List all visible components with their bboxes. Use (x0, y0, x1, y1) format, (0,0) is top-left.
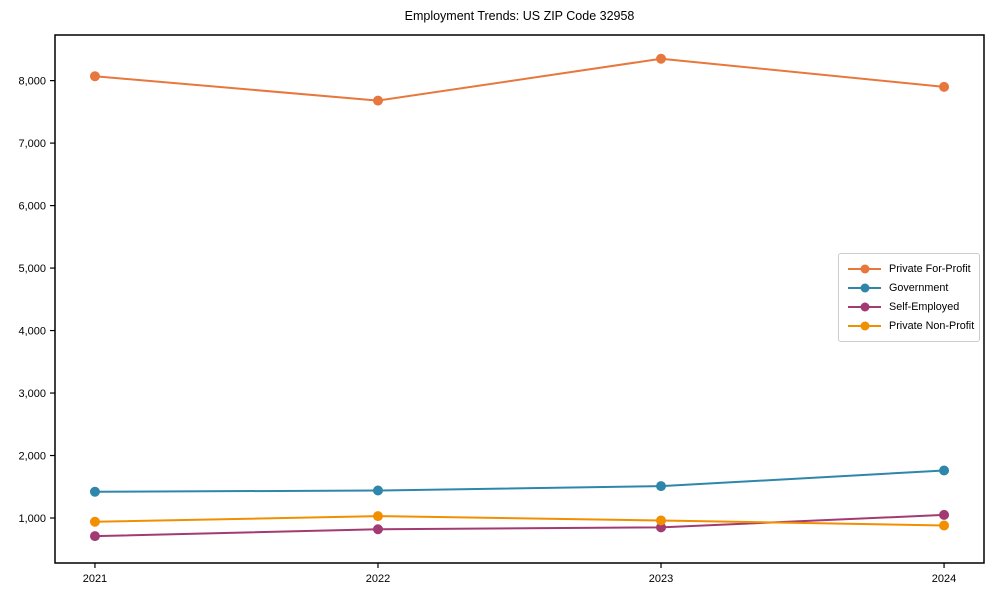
y-tick-label: 8,000 (18, 75, 46, 87)
y-tick-label: 3,000 (18, 388, 46, 400)
legend-item-government: Government (848, 280, 971, 295)
data-point (372, 511, 383, 522)
data-point (372, 524, 383, 535)
data-point (656, 522, 667, 533)
legend-label: Private Non-Profit (889, 320, 975, 333)
legend-label: Private For-Profit (889, 262, 971, 275)
legend-item-private-non-profit: Private Non-Profit (848, 319, 975, 334)
x-tick-label: 2021 (83, 573, 107, 585)
y-tick-label: 7,000 (18, 138, 46, 150)
data-point (89, 516, 100, 527)
data-point (656, 53, 667, 64)
legend-label: Self-Employed (889, 301, 960, 314)
x-tick-label: 2022 (366, 573, 390, 585)
data-point (939, 520, 950, 531)
series-line (94, 57, 945, 102)
y-tick-label: 1,000 (18, 513, 46, 525)
data-point (656, 481, 667, 492)
data-point (939, 465, 950, 476)
legend-item-private-for-profit: Private For-Profit (848, 261, 971, 276)
data-point (372, 95, 383, 106)
series-line (94, 469, 945, 493)
y-tick-label: 5,000 (18, 263, 46, 275)
x-tick-label: 2023 (649, 573, 673, 585)
data-point (89, 531, 100, 542)
x-tick-label: 2024 (932, 573, 956, 585)
data-point (372, 485, 383, 496)
data-point (89, 486, 100, 497)
legend: Private For-Profit Government Self-Emplo… (838, 253, 980, 342)
plot-frame (54, 34, 985, 564)
y-tick-label: 2,000 (18, 450, 46, 462)
legend-marker-line-dot-icon (848, 263, 881, 274)
legend-marker-line-dot-icon (848, 282, 881, 293)
data-point (939, 509, 950, 520)
data-point (89, 71, 100, 82)
legend-label: Government (889, 281, 949, 294)
y-tick-label: 4,000 (18, 325, 46, 337)
data-point (656, 515, 667, 526)
data-point (939, 81, 950, 92)
legend-marker-line-dot-icon (848, 302, 881, 313)
chart-title: Employment Trends: US ZIP Code 32958 (404, 9, 635, 23)
y-tick-label: 6,000 (18, 200, 46, 212)
series-line (94, 513, 945, 538)
legend-item-self-employed: Self-Employed (848, 300, 971, 315)
legend-marker-line-dot-icon (848, 321, 881, 332)
series-line (94, 515, 945, 527)
